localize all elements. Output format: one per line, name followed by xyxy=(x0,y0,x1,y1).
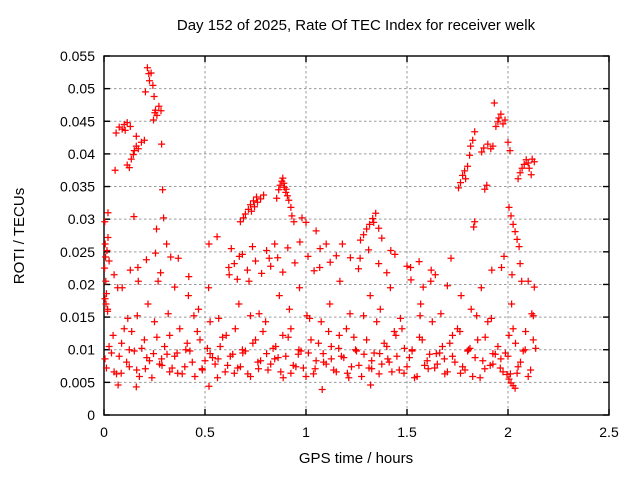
scatter-points xyxy=(101,64,540,393)
y-tick-label: 0.045 xyxy=(60,113,95,129)
y-tick-label: 0.025 xyxy=(60,244,95,260)
chart-title: Day 152 of 2025, Rate Of TEC Index for r… xyxy=(177,17,536,34)
x-tick-label: 1 xyxy=(302,424,310,440)
y-tick-label: 0.015 xyxy=(60,309,95,325)
y-tick-label: 0 xyxy=(87,407,95,423)
x-tick-label: 2 xyxy=(504,424,512,440)
y-axis-label: ROTI / TECUs xyxy=(11,188,28,284)
x-tick-label: 0 xyxy=(100,424,108,440)
x-tick-label: 0.5 xyxy=(195,424,215,440)
y-tick-label: 0.005 xyxy=(60,374,95,390)
plot-border xyxy=(103,55,610,416)
y-tick-label: 0.01 xyxy=(68,342,95,358)
x-axis-label: GPS time / hours xyxy=(299,450,413,467)
y-tick-label: 0.04 xyxy=(68,146,95,162)
y-tick-label: 0.055 xyxy=(60,48,95,64)
x-tick-label: 2.5 xyxy=(599,424,619,440)
y-tick-label: 0.035 xyxy=(60,179,95,195)
y-tick-label: 0.02 xyxy=(68,276,95,292)
x-tick-label: 1.5 xyxy=(397,424,417,440)
y-tick-label: 0.05 xyxy=(68,81,95,97)
y-tick-label: 0.03 xyxy=(68,211,95,227)
